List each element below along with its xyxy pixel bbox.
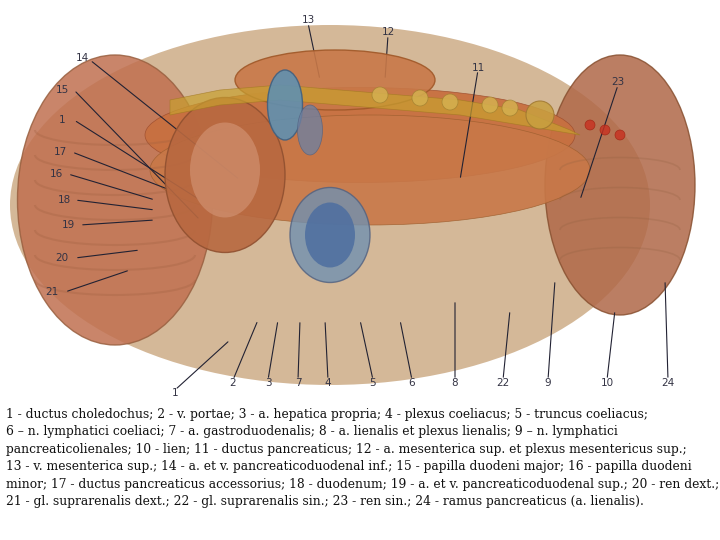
Text: 1: 1 [171,388,179,398]
Text: 17: 17 [53,147,67,157]
Circle shape [412,90,428,106]
Circle shape [585,120,595,130]
Text: 21 - gl. suprarenalis dext.; 22 - gl. suprarenalis sin.; 23 - ren sin.; 24 - ram: 21 - gl. suprarenalis dext.; 22 - gl. su… [6,496,644,509]
Text: 20: 20 [55,253,68,263]
Text: 24: 24 [662,378,675,388]
Text: 2: 2 [230,378,236,388]
Text: minor; 17 - ductus pancreaticus accessorius; 18 - duodenum; 19 - a. et v. pancre: minor; 17 - ductus pancreaticus accessor… [6,478,719,491]
Text: 1 - ductus choledochus; 2 - v. portae; 3 - a. hepatica propria; 4 - plexus coeli: 1 - ductus choledochus; 2 - v. portae; 3… [6,408,648,421]
Circle shape [372,87,388,103]
Polygon shape [170,85,580,135]
Text: 10: 10 [600,378,613,388]
Text: 7: 7 [294,378,301,388]
Text: 9: 9 [545,378,552,388]
Ellipse shape [268,70,302,140]
Ellipse shape [165,98,285,253]
Text: 14: 14 [76,53,89,63]
Text: 6 – n. lymphatici coeliaci; 7 - a. gastroduodenalis; 8 - a. lienalis et plexus l: 6 – n. lymphatici coeliaci; 7 - a. gastr… [6,426,618,438]
Ellipse shape [290,187,370,282]
Ellipse shape [145,87,575,183]
Text: 15: 15 [55,85,68,95]
Text: 22: 22 [496,378,510,388]
Circle shape [615,130,625,140]
Text: 3: 3 [265,378,271,388]
Circle shape [482,97,498,113]
Text: 16: 16 [50,169,63,179]
Ellipse shape [235,50,435,110]
Ellipse shape [305,202,355,267]
Ellipse shape [297,105,323,155]
Text: 19: 19 [61,220,75,230]
Text: 13 - v. mesenterica sup.; 14 - a. et v. pancreaticoduodenal inf.; 15 - papilla d: 13 - v. mesenterica sup.; 14 - a. et v. … [6,461,692,474]
Ellipse shape [10,25,650,385]
Text: 4: 4 [325,378,331,388]
Ellipse shape [190,123,260,218]
Text: 13: 13 [302,15,315,25]
Text: 12: 12 [382,27,395,37]
Text: 11: 11 [472,63,485,73]
Text: 23: 23 [611,77,625,87]
Text: 18: 18 [58,195,71,205]
Text: 6: 6 [409,378,415,388]
Ellipse shape [150,115,590,225]
Text: 8: 8 [451,378,459,388]
Circle shape [600,125,610,135]
Text: 1: 1 [59,115,66,125]
Circle shape [502,100,518,116]
Circle shape [526,101,554,129]
Text: 21: 21 [45,287,58,297]
Text: 5: 5 [369,378,377,388]
Circle shape [442,94,458,110]
Ellipse shape [17,55,212,345]
Text: pancreaticolienales; 10 - lien; 11 - ductus pancreaticus; 12 - a. mesenterica su: pancreaticolienales; 10 - lien; 11 - duc… [6,443,687,456]
Ellipse shape [545,55,695,315]
